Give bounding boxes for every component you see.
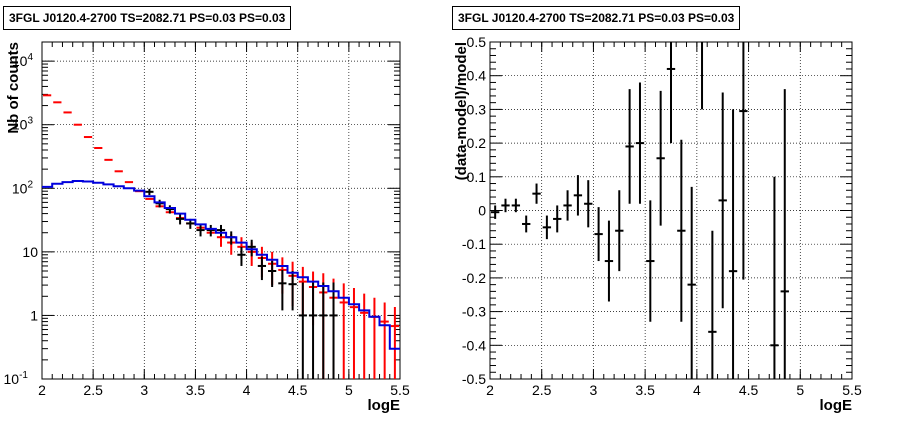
left-ytick-label: 1 [30,307,38,323]
left-point-1 [165,205,174,214]
right-y-axis-title: (data-model)/model [453,42,470,180]
left-xtick-label: 4.5 [288,382,308,398]
left-point-1 [145,188,154,196]
left-point-0 [360,293,369,379]
right-point-0 [532,183,541,204]
right-point-0 [677,139,686,322]
left-point-1 [196,224,205,237]
left-data [42,94,400,379]
right-point-0 [646,200,655,322]
right-ytick-label: -0.1 [462,236,486,252]
left-ytick-label: 10 [22,244,38,260]
right-ytick-label: -0.3 [462,304,486,320]
right-x-axis-title: logE [820,397,853,414]
right-point-0 [718,92,727,309]
left-x-axis-title: logE [368,397,401,414]
right-point-0 [573,175,583,216]
right-point-0 [625,89,634,204]
right-ytick-label: 0.5 [467,34,487,50]
left-xtick-label: 2.5 [83,382,103,398]
left-xtick-label: 3 [140,382,148,398]
right-ytick-label: 0.2 [467,135,487,151]
right-ytick-label: 0.4 [467,68,487,84]
right-point-0 [701,42,704,110]
right-xtick-label: 4 [693,382,701,398]
right-point-0 [511,198,521,213]
right-ytick-label: -0.2 [462,270,486,286]
left-chart-title: 3FGL J0120.4-2700 TS=2082.71 PS=0.03 PS=… [3,6,292,30]
left-point-1 [288,270,297,311]
left-point-1 [247,239,256,257]
left-point-1 [268,260,277,288]
left-point-0 [349,288,359,379]
right-point-0 [656,90,665,226]
right-ytick-label: -0.5 [462,371,486,387]
right-point-0 [542,215,552,240]
left-xtick-label: 5 [345,382,353,398]
right-ytick-label: 0.1 [467,169,487,185]
left-ytick-label: 102 [12,179,34,196]
left-y-axis-title: Nb of counts [5,42,22,134]
left-xtick-label: 4 [243,382,251,398]
right-point-0 [563,190,572,221]
right-point-0 [553,205,562,233]
right-point-0 [604,220,614,302]
left-plot-frame [41,41,401,380]
left-point-1 [298,282,307,379]
right-point-0 [708,230,717,379]
right-point-0 [666,42,676,144]
left-ytick-label: 10-1 [4,370,29,387]
left-plot: 2 2.5 3 3.5 4 4.5 5 5.5 10-1 1 10 102 103 104 logE Nb o… [4,41,410,414]
left-xtick-label: 5.5 [390,382,410,398]
right-ytick-label: 0.3 [467,101,487,117]
left-xtick-label: 3.5 [186,382,206,398]
right-point-0 [770,176,779,379]
right-plot: 2 2.5 3 3.5 4 4.5 5 5.5 -0.5 -0.4 -0.3 -0.2 -0.1 0 0.1… [453,34,862,414]
left-model-step-line [42,180,400,350]
right-xtick-label: 2 [486,382,494,398]
right-point-0 [728,109,738,379]
right-point-0 [522,215,531,233]
left-point-0 [380,302,389,379]
right-point-0 [584,180,593,228]
right-xtick-label: 2.5 [532,382,552,398]
right-point-0 [635,82,645,204]
left-point-0 [339,283,348,379]
left-point-1 [206,224,215,237]
right-xtick-label: 3 [590,382,598,398]
right-point-0 [491,205,500,219]
right-point-0 [739,42,748,280]
left-point-1 [329,282,338,379]
right-point-0 [687,186,696,379]
right-point-0 [615,190,624,272]
left-point-1 [257,256,267,281]
right-xtick-label: 3.5 [635,382,655,398]
right-data [491,42,789,379]
left-point-1 [216,224,226,237]
left-point-1 [175,214,185,225]
right-point-0 [780,89,789,379]
left-point-1 [319,282,328,379]
right-xtick-label: 5 [796,382,804,398]
left-ytick-label: 103 [12,116,34,133]
right-xtick-label: 4.5 [739,382,759,398]
right-ytick-label: -0.4 [462,337,486,353]
right-point-0 [501,198,510,213]
right-point-0 [594,207,603,262]
left-xtick-label: 2 [38,382,46,398]
left-ytick-label: 104 [12,52,34,69]
right-xtick-label: 5.5 [842,382,862,398]
left-point-0 [390,306,399,379]
left-point-1 [278,269,287,311]
right-chart-title: 3FGL J0120.4-2700 TS=2082.71 PS=0.03 PS=… [452,6,741,30]
right-ytick-label: 0 [478,203,486,219]
left-point-1 [308,282,318,379]
left-point-1 [237,246,246,266]
